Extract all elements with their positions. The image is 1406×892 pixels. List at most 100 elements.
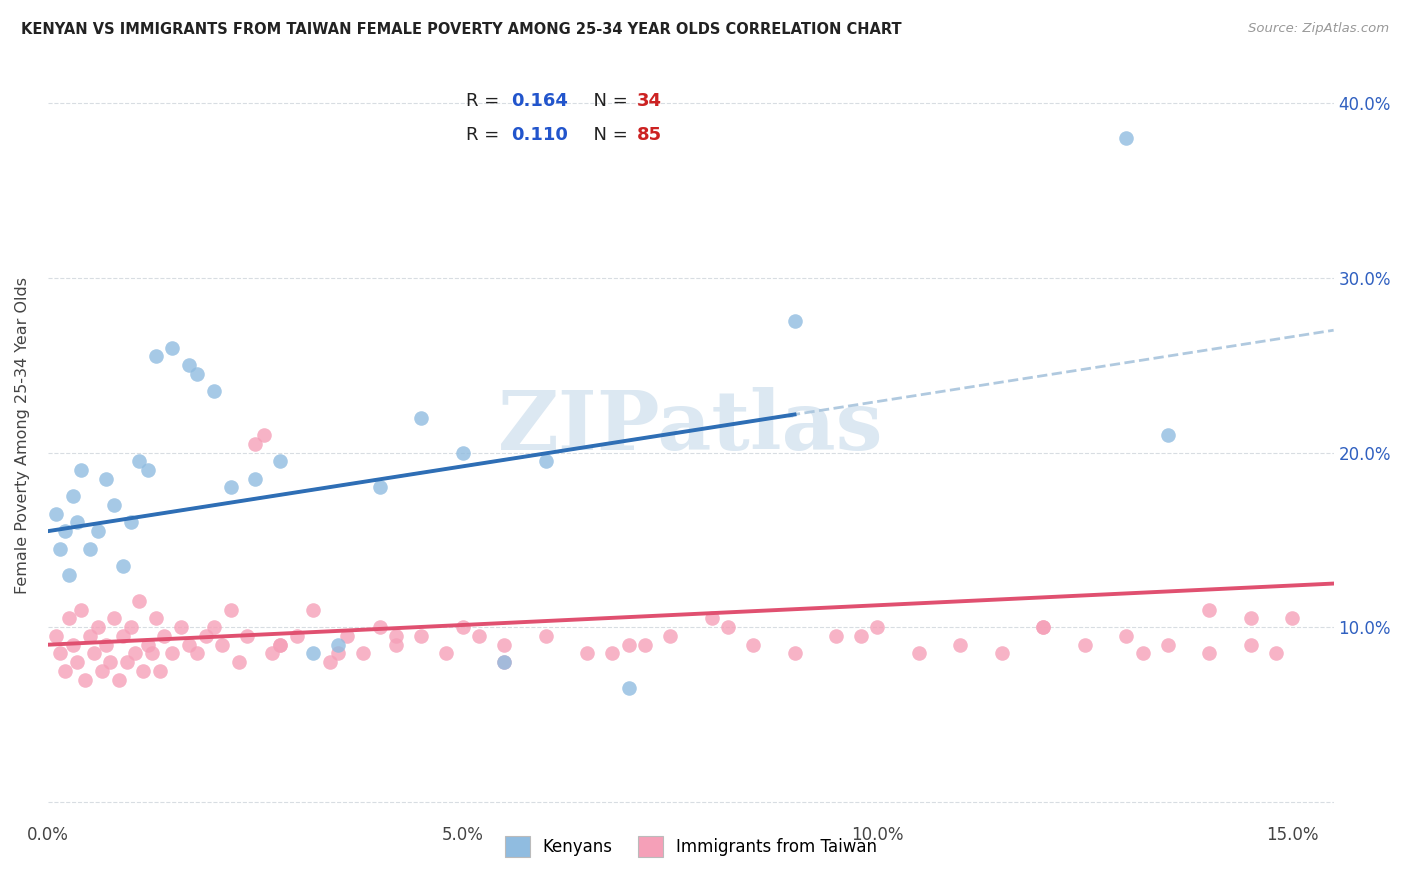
Point xyxy=(700,611,723,625)
Point xyxy=(1198,603,1220,617)
Point xyxy=(111,629,134,643)
Point xyxy=(58,611,80,625)
Point xyxy=(319,655,342,669)
Point xyxy=(132,664,155,678)
Point xyxy=(75,673,97,687)
Point xyxy=(202,384,225,399)
Point xyxy=(145,350,167,364)
Point xyxy=(219,603,242,617)
Point xyxy=(245,437,267,451)
Point xyxy=(269,638,291,652)
Point xyxy=(1157,428,1180,442)
Point xyxy=(149,664,172,678)
Point xyxy=(336,629,359,643)
Point xyxy=(128,594,150,608)
Text: 34: 34 xyxy=(637,92,662,110)
Point xyxy=(742,638,765,652)
Point xyxy=(1157,638,1180,652)
Point xyxy=(236,629,259,643)
Point xyxy=(62,489,84,503)
Point xyxy=(49,541,72,556)
Point xyxy=(494,638,516,652)
Point xyxy=(153,629,176,643)
Text: 85: 85 xyxy=(637,127,662,145)
Point xyxy=(783,314,806,328)
Point xyxy=(368,480,391,494)
Text: R =: R = xyxy=(465,92,505,110)
Point xyxy=(1281,611,1303,625)
Point xyxy=(1240,611,1263,625)
Legend: Kenyans, Immigrants from Taiwan: Kenyans, Immigrants from Taiwan xyxy=(496,828,886,865)
Point xyxy=(468,629,491,643)
Point xyxy=(1132,647,1154,661)
Point xyxy=(302,647,325,661)
Text: 0.164: 0.164 xyxy=(510,92,568,110)
Point xyxy=(253,428,276,442)
Point xyxy=(269,454,291,468)
Point xyxy=(1240,638,1263,652)
Point xyxy=(328,647,350,661)
Point xyxy=(534,629,557,643)
Point xyxy=(66,516,89,530)
Point xyxy=(328,638,350,652)
Point xyxy=(352,647,374,661)
Point xyxy=(87,524,110,538)
Point xyxy=(202,620,225,634)
Point xyxy=(141,647,163,661)
Point xyxy=(659,629,682,643)
Point xyxy=(1264,647,1286,661)
Point xyxy=(62,638,84,652)
Point xyxy=(115,655,138,669)
Point xyxy=(83,647,105,661)
Point xyxy=(285,629,308,643)
Point xyxy=(194,629,217,643)
Point xyxy=(411,410,433,425)
Point xyxy=(45,629,67,643)
Point xyxy=(269,638,291,652)
Point xyxy=(866,620,889,634)
Point xyxy=(385,629,408,643)
Point xyxy=(211,638,233,652)
Point xyxy=(260,647,283,661)
Point xyxy=(228,655,250,669)
Point xyxy=(576,647,599,661)
Point xyxy=(58,567,80,582)
Point xyxy=(66,655,89,669)
Point xyxy=(617,638,640,652)
Point xyxy=(1115,131,1137,145)
Point xyxy=(600,647,623,661)
Point xyxy=(120,620,142,634)
Point xyxy=(45,507,67,521)
Point xyxy=(451,620,474,634)
Y-axis label: Female Poverty Among 25-34 Year Olds: Female Poverty Among 25-34 Year Olds xyxy=(15,277,30,593)
Point xyxy=(120,516,142,530)
Text: ZIPatlas: ZIPatlas xyxy=(498,387,883,467)
Text: R =: R = xyxy=(465,127,505,145)
Point xyxy=(783,647,806,661)
Point xyxy=(494,655,516,669)
Point xyxy=(124,647,146,661)
Point xyxy=(1032,620,1054,634)
Point xyxy=(825,629,848,643)
Point xyxy=(79,541,101,556)
Point xyxy=(70,463,93,477)
Point xyxy=(368,620,391,634)
Point xyxy=(849,629,872,643)
Point xyxy=(170,620,193,634)
Point xyxy=(145,611,167,625)
Point xyxy=(70,603,93,617)
Point xyxy=(949,638,972,652)
Point xyxy=(617,681,640,696)
Point xyxy=(162,341,184,355)
Point xyxy=(411,629,433,643)
Point xyxy=(87,620,110,634)
Point xyxy=(1115,629,1137,643)
Point xyxy=(385,638,408,652)
Point xyxy=(494,655,516,669)
Point xyxy=(186,647,208,661)
Point xyxy=(49,647,72,661)
Point xyxy=(103,611,125,625)
Point xyxy=(136,463,159,477)
Point xyxy=(53,524,76,538)
Point xyxy=(434,647,457,661)
